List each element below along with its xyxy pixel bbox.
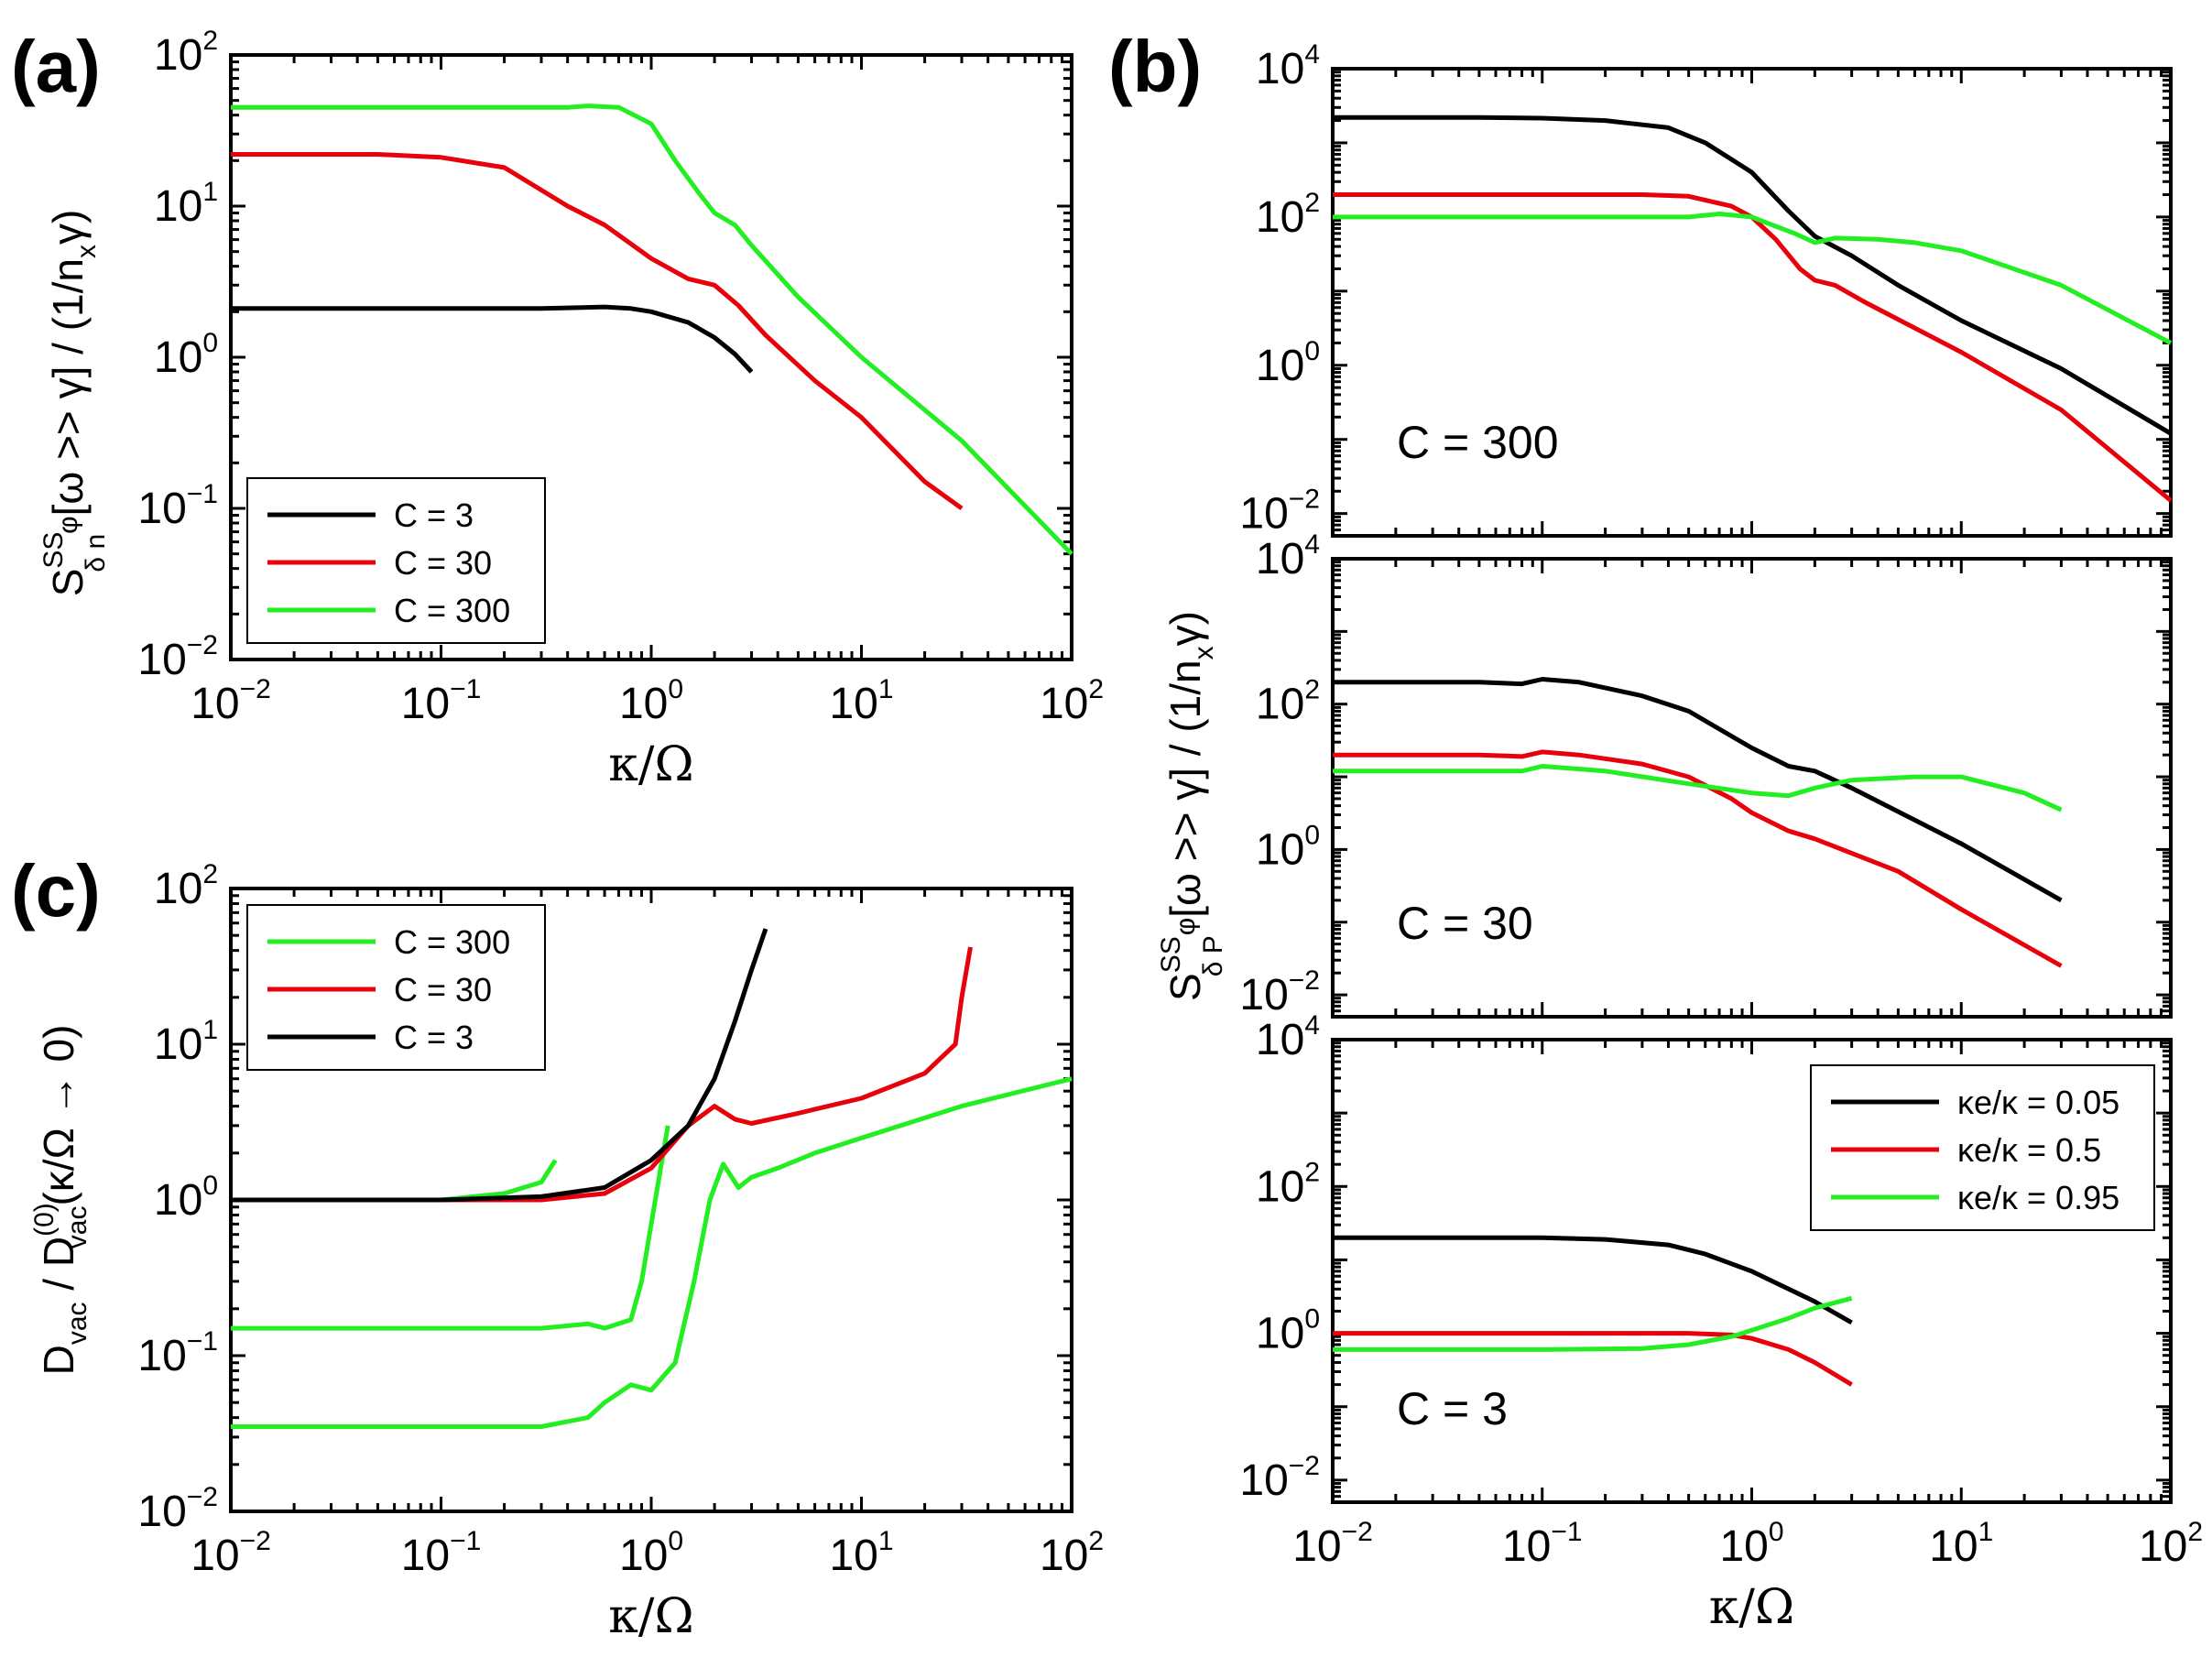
series-line--e-0-5	[1333, 1331, 1853, 1387]
panel-b-bottom: 10−2 100 102 104 10−2 10−1 100 101 102 κ/Ω C = 3 κe…	[1239, 1010, 2203, 1635]
legend-label: κe/κ = 0.5	[1957, 1131, 2101, 1169]
y-tick-label: 104	[1256, 1010, 1320, 1064]
x-tick-label: 100	[619, 1526, 683, 1580]
y-tick-label: 101	[154, 1015, 218, 1069]
panel-label-b: (b)	[1108, 26, 1202, 107]
y-tick-label: 10−1	[137, 1326, 218, 1380]
y-tick-label: 10−2	[1239, 1451, 1320, 1505]
y-tick-label: 102	[1256, 188, 1320, 242]
series-line--e-0-95	[1333, 212, 2173, 345]
ylabel-a-group: SSS δ nφ[ω >> γ] / (1/nxγ)	[38, 210, 111, 597]
y-tick-label: 10−2	[137, 630, 218, 684]
legend-label: C = 300	[394, 592, 510, 629]
series-line--e-0-95	[1333, 764, 2063, 812]
series-line-c-300	[231, 1159, 558, 1203]
y-tick-label: 10−2	[1239, 965, 1320, 1019]
x-tick-label: 100	[1719, 1517, 1783, 1571]
series-line-c-300	[231, 104, 1073, 556]
y-tick-label: 102	[154, 26, 218, 80]
x-tick-label: 10−1	[401, 1526, 482, 1580]
y-tick-label: 101	[154, 177, 218, 231]
series-line-c-3	[231, 928, 768, 1203]
series-line--e-0-05	[1333, 114, 2173, 436]
y-tick-label: 102	[154, 859, 218, 913]
series-line--e-0-05	[1333, 1235, 1853, 1325]
x-tick-label: 101	[1929, 1517, 1993, 1571]
y-tick-label: 104	[1256, 529, 1320, 583]
x-tick-label: 10−1	[401, 674, 482, 728]
y-tick-label: 100	[154, 1171, 218, 1225]
panel-b-middle: 10−2 100 102 104 C = 30	[1239, 529, 2173, 1019]
ylabel-c: Dvac / D(0) vac(κ/Ω → 0)	[29, 1025, 93, 1376]
ylabel-b: SSS δ Pφ[ω >> γ] / (1/nxγ)	[1156, 611, 1228, 1001]
series-line--e-0-05	[1333, 677, 2063, 903]
series-line--e-0-5	[1333, 192, 2173, 503]
panel-annotation: C = 30	[1397, 898, 1533, 949]
y-tick-label: 102	[1256, 1157, 1320, 1211]
ylabel-b-group: SSS δ Pφ[ω >> γ] / (1/nxγ)	[1156, 611, 1228, 1001]
x-tick-label: 102	[1040, 674, 1104, 728]
series-line-c-30	[231, 946, 973, 1203]
legend-label: C = 30	[394, 544, 492, 582]
ylabel-a: SSS δ nφ[ω >> γ] / (1/nxγ)	[38, 210, 111, 597]
legend-label: κe/κ = 0.05	[1957, 1084, 2119, 1121]
panel-annotation: C = 300	[1397, 417, 1559, 468]
y-tick-label: 100	[1256, 820, 1320, 874]
panel-a: 10−2 10−1 100 101 102 10−2 10−1 100 101 102 κ/Ω C =…	[137, 26, 1104, 792]
x-tick-label: 102	[1040, 1526, 1104, 1580]
panel-label-a: (a)	[11, 26, 101, 107]
panel-annotation: C = 3	[1397, 1383, 1508, 1434]
series-line--e-0-95	[1333, 1295, 1853, 1352]
y-tick-label: 104	[1256, 39, 1320, 93]
x-tick-label: 100	[619, 674, 683, 728]
x-tick-label: 10−1	[1502, 1517, 1583, 1571]
panel-c: 10−2 10−1 100 101 102 10−2 10−1 100 101 102 κ/Ω C =…	[137, 859, 1104, 1644]
y-tick-label: 100	[1256, 1304, 1320, 1358]
ylabel-c-group: Dvac / D(0) vac(κ/Ω → 0)	[29, 1025, 93, 1376]
legend-label: κe/κ = 0.95	[1957, 1179, 2119, 1216]
series-line-unnamed-2	[231, 1076, 1073, 1429]
x-axis-label: κ/Ω	[608, 737, 693, 792]
series-line-unnamed-1	[231, 1125, 670, 1331]
x-axis-label: κ/Ω	[1709, 1580, 1794, 1635]
series-line-c-3	[231, 304, 754, 374]
legend-label: C = 30	[394, 971, 492, 1008]
x-axis-label: κ/Ω	[608, 1589, 693, 1644]
y-tick-label: 10−2	[1239, 485, 1320, 539]
x-tick-label: 10−2	[191, 1526, 271, 1580]
x-tick-label: 101	[829, 674, 893, 728]
y-tick-label: 100	[1256, 336, 1320, 390]
legend-label: C = 3	[394, 496, 474, 534]
panel-label-c: (c)	[11, 850, 101, 932]
y-tick-label: 10−2	[137, 1482, 218, 1536]
x-tick-label: 10−2	[1292, 1517, 1373, 1571]
y-tick-label: 100	[154, 328, 218, 382]
legend-label: C = 3	[394, 1019, 474, 1056]
x-tick-label: 101	[829, 1526, 893, 1580]
y-tick-label: 102	[1256, 675, 1320, 729]
legend-label: C = 300	[394, 923, 510, 961]
series-line-c-30	[231, 152, 964, 511]
x-tick-label: 102	[2139, 1517, 2203, 1571]
y-tick-label: 10−1	[137, 479, 218, 533]
x-tick-label: 10−2	[191, 674, 271, 728]
panel-b-top: 10−2 100 102 104 C = 300	[1239, 39, 2173, 539]
